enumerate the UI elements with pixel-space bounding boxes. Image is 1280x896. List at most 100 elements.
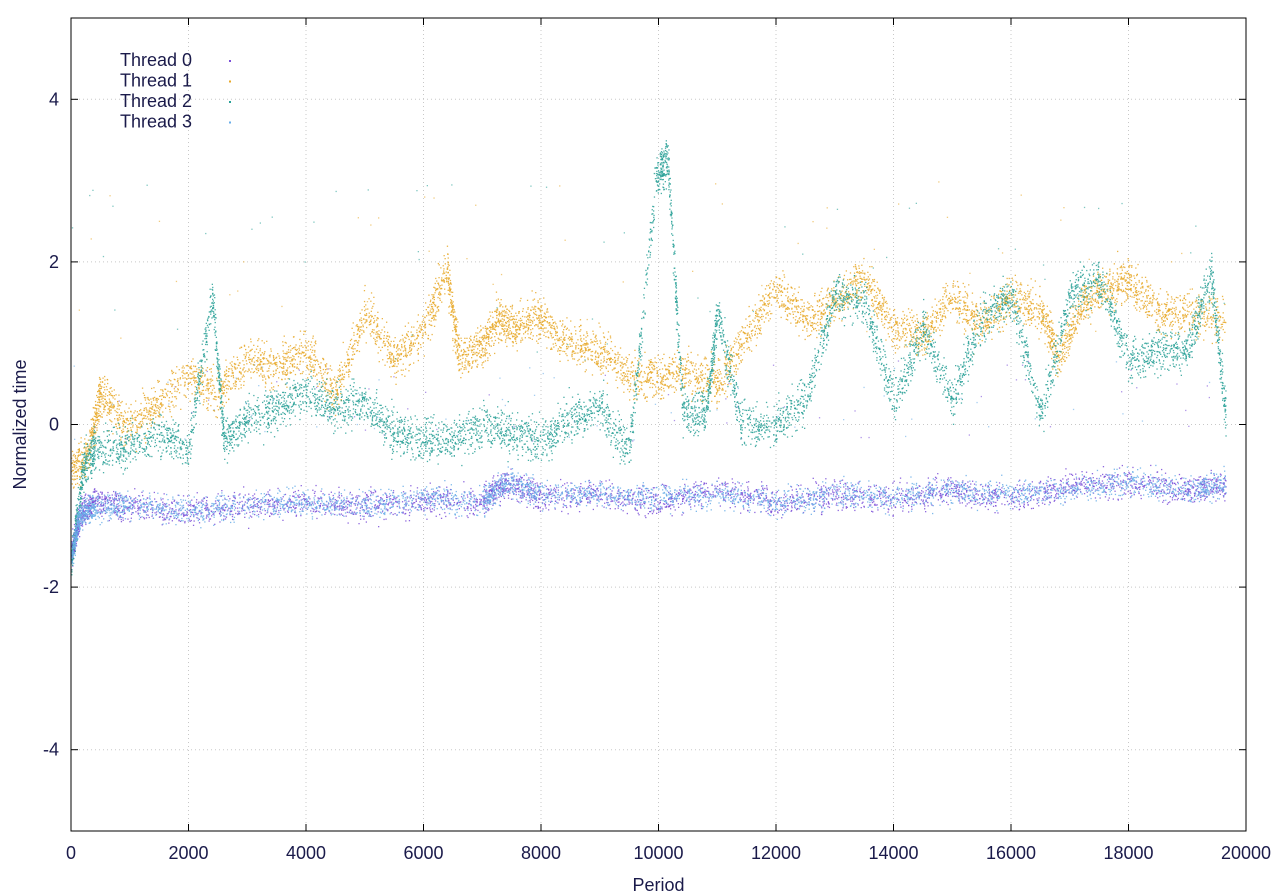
data-point bbox=[870, 496, 871, 497]
data-point bbox=[303, 496, 304, 497]
data-point bbox=[1163, 500, 1164, 501]
data-point bbox=[259, 511, 260, 512]
data-point bbox=[96, 425, 97, 426]
data-point bbox=[1211, 491, 1212, 492]
data-point bbox=[326, 505, 327, 506]
data-point bbox=[73, 486, 74, 487]
data-point bbox=[954, 492, 955, 493]
data-point bbox=[98, 410, 99, 411]
data-point bbox=[174, 379, 175, 380]
data-point bbox=[95, 421, 96, 422]
data-point bbox=[105, 402, 106, 403]
data-point bbox=[98, 419, 99, 420]
data-point bbox=[104, 409, 105, 410]
data-point bbox=[102, 382, 103, 383]
data-point bbox=[658, 494, 659, 495]
data-point bbox=[186, 397, 187, 398]
data-point bbox=[1062, 478, 1063, 479]
data-point bbox=[974, 484, 975, 485]
data-point bbox=[138, 413, 139, 414]
data-point bbox=[78, 456, 79, 457]
data-point bbox=[143, 506, 144, 507]
data-point bbox=[305, 353, 306, 354]
data-point bbox=[604, 503, 605, 504]
data-point bbox=[128, 424, 129, 425]
data-point bbox=[968, 502, 969, 503]
data-point bbox=[132, 426, 133, 427]
data-point bbox=[114, 398, 115, 399]
data-point bbox=[669, 505, 670, 506]
data-point bbox=[899, 493, 900, 494]
data-point bbox=[119, 510, 120, 511]
data-point bbox=[1128, 472, 1129, 473]
data-point bbox=[1224, 500, 1225, 501]
data-point bbox=[766, 488, 767, 489]
data-point bbox=[1086, 472, 1087, 473]
data-point bbox=[483, 505, 484, 506]
data-point bbox=[540, 483, 541, 484]
data-point bbox=[124, 509, 125, 510]
data-point bbox=[77, 476, 78, 477]
data-point bbox=[899, 482, 900, 483]
data-point bbox=[1081, 471, 1082, 472]
data-point bbox=[193, 380, 194, 381]
data-point bbox=[248, 494, 249, 495]
data-point bbox=[95, 498, 96, 499]
data-point bbox=[123, 416, 124, 417]
data-point bbox=[254, 351, 255, 352]
data-point bbox=[1014, 497, 1015, 498]
data-point bbox=[1105, 487, 1106, 488]
data-point bbox=[229, 386, 230, 387]
data-point bbox=[424, 507, 425, 508]
data-point bbox=[740, 497, 741, 498]
data-point bbox=[1084, 493, 1085, 494]
data-point bbox=[824, 497, 825, 498]
data-point bbox=[270, 363, 271, 364]
data-point bbox=[115, 424, 116, 425]
data-point bbox=[1084, 488, 1085, 489]
data-point bbox=[244, 517, 245, 518]
data-point bbox=[140, 517, 141, 518]
data-point bbox=[895, 506, 896, 507]
data-point bbox=[1204, 496, 1205, 497]
data-point bbox=[362, 507, 363, 508]
data-point bbox=[170, 516, 171, 517]
data-point bbox=[495, 482, 496, 483]
data-point bbox=[586, 499, 587, 500]
data-point bbox=[612, 483, 613, 484]
data-point bbox=[305, 508, 306, 509]
data-point bbox=[1199, 477, 1200, 478]
data-point bbox=[376, 500, 377, 501]
data-point bbox=[621, 503, 622, 504]
data-point bbox=[823, 485, 824, 486]
data-point bbox=[239, 362, 240, 363]
data-point bbox=[409, 512, 410, 513]
data-point bbox=[165, 408, 166, 409]
data-point bbox=[1129, 473, 1130, 474]
data-point bbox=[226, 370, 227, 371]
data-point bbox=[118, 505, 119, 506]
data-point bbox=[985, 497, 986, 498]
data-point bbox=[940, 495, 941, 496]
data-point bbox=[368, 496, 369, 497]
data-point bbox=[787, 503, 788, 504]
data-point bbox=[168, 523, 169, 524]
data-point bbox=[1164, 480, 1165, 481]
data-point bbox=[1165, 483, 1166, 484]
data-point bbox=[859, 491, 860, 492]
data-point bbox=[322, 505, 323, 506]
data-point bbox=[207, 504, 208, 505]
data-point bbox=[928, 477, 929, 478]
data-point bbox=[470, 508, 471, 509]
data-point bbox=[218, 409, 219, 410]
data-point bbox=[791, 506, 792, 507]
data-point bbox=[253, 364, 254, 365]
data-point bbox=[159, 406, 160, 407]
data-point bbox=[200, 394, 201, 395]
data-point bbox=[1081, 481, 1082, 482]
data-point bbox=[235, 498, 236, 499]
data-point bbox=[717, 486, 718, 487]
data-point bbox=[212, 514, 213, 515]
data-point bbox=[84, 438, 85, 439]
data-point bbox=[393, 499, 394, 500]
